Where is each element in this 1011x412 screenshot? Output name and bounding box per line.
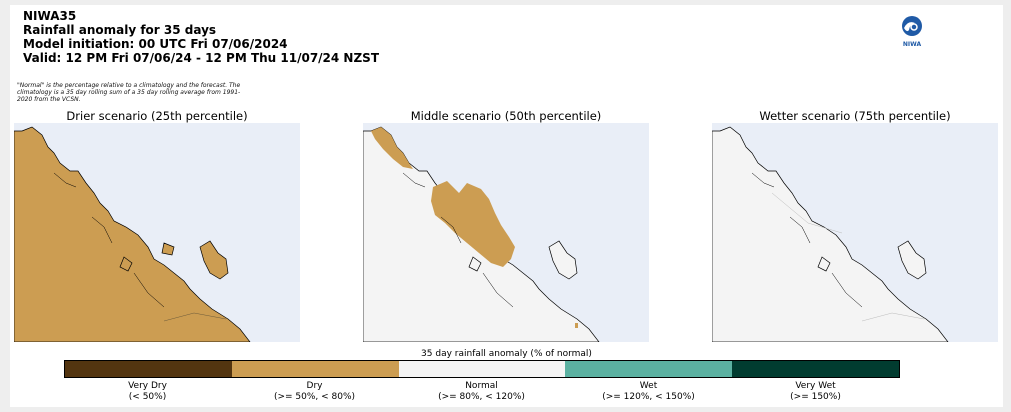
category-name: Normal [465, 381, 498, 391]
category-name: Very Wet [795, 381, 836, 391]
category-name: Wet [639, 381, 658, 391]
region-boundary [771, 192, 925, 322]
niwa-logo-icon: NIWA [902, 16, 922, 48]
map-middle-scenario [363, 123, 649, 342]
colorbar-dry [231, 361, 399, 377]
dry-patch-central [431, 181, 515, 267]
category-name: Dry [306, 381, 323, 391]
colorbar-title: 35 day rainfall anomaly (% of normal) [421, 349, 592, 359]
colorbar-normal [398, 361, 566, 377]
climatology-note: "Normal" is the percentage relative to a… [17, 82, 241, 103]
colorbar [64, 360, 900, 378]
niwa-logo: NIWA [898, 11, 928, 49]
header-model-name: NIWA35 [23, 9, 77, 23]
header-valid-period: Valid: 12 PM Fri 07/06/24 - 12 PM Thu 11… [23, 51, 380, 65]
land-northland [712, 126, 949, 342]
land-northland [14, 126, 251, 342]
colorbar-very-dry [65, 361, 232, 377]
land-islands [119, 240, 229, 280]
colorbar-wet [565, 361, 733, 377]
category-range: (>= 150%) [790, 392, 841, 402]
panel-title-drier: Drier scenario (25th percentile) [66, 109, 248, 123]
map-drier-scenario [14, 123, 300, 342]
panel-title-wetter: Wetter scenario (75th percentile) [759, 109, 951, 123]
colorbar-very-wet [732, 361, 899, 377]
header-initiation: Model initiation: 00 UTC Fri 07/06/2024 [23, 37, 288, 51]
header-title: Rainfall anomaly for 35 days [23, 23, 217, 37]
colorbar-label-normal: Normal (>= 80%, < 120%) [398, 381, 565, 403]
figure-frame: NIWA35 Rainfall anomaly for 35 days Mode… [10, 5, 1003, 407]
land-islands [817, 240, 927, 280]
inner-coastline [402, 172, 514, 308]
category-range: (< 50%) [128, 392, 167, 402]
colorbar-label-dry: Dry (>= 50%, < 80%) [231, 381, 398, 403]
inner-coastline [751, 172, 863, 308]
dry-patch-north [371, 127, 413, 169]
category-name: Very Dry [128, 381, 167, 391]
inner-coastline [53, 172, 165, 308]
land-islands [468, 240, 578, 280]
colorbar-label-very-wet: Very Wet (>= 150%) [732, 381, 899, 403]
colorbar-label-wet: Wet (>= 120%, < 150%) [565, 381, 732, 403]
region-boundary [163, 312, 227, 322]
niwa-logo-text: NIWA [903, 41, 922, 48]
dry-speck [575, 323, 578, 328]
category-range: (>= 80%, < 120%) [438, 392, 525, 402]
category-range: (>= 50%, < 80%) [273, 392, 356, 402]
panel-title-middle: Middle scenario (50th percentile) [410, 109, 602, 123]
category-range: (>= 120%, < 150%) [602, 392, 695, 402]
colorbar-label-very-dry: Very Dry (< 50%) [64, 381, 231, 403]
map-wetter-scenario [712, 123, 998, 342]
